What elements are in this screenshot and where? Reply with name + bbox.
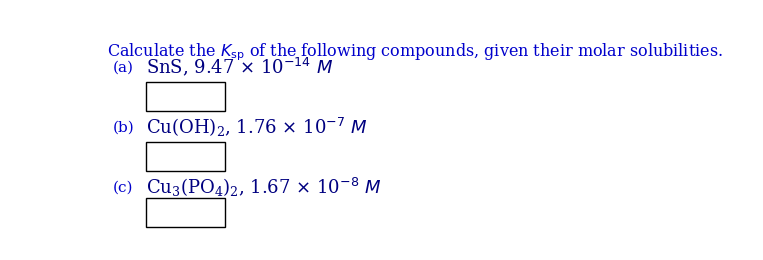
Text: (a): (a)	[113, 60, 134, 74]
FancyBboxPatch shape	[146, 142, 226, 171]
FancyBboxPatch shape	[146, 198, 226, 228]
Text: (b): (b)	[113, 120, 135, 134]
Text: Cu(OH)$_{\mathregular{2}}$, 1.76 $\times$ 10$^{-7}$ $\mathit{M}$: Cu(OH)$_{\mathregular{2}}$, 1.76 $\times…	[146, 116, 367, 139]
Text: Calculate the $\mathit{K}_{\mathrm{sp}}$ of the following compounds, given their: Calculate the $\mathit{K}_{\mathrm{sp}}$…	[107, 41, 723, 63]
Text: (c): (c)	[113, 180, 134, 194]
Text: Cu$_{\mathregular{3}}$(PO$_{\mathregular{4}}$)$_{\mathregular{2}}$, 1.67 $\times: Cu$_{\mathregular{3}}$(PO$_{\mathregular…	[146, 176, 381, 199]
Text: $\mathregular{SnS}$, 9.47 $\times$ 10$^{-14}$ $\mathit{M}$: $\mathregular{SnS}$, 9.47 $\times$ 10$^{…	[146, 56, 333, 79]
FancyBboxPatch shape	[146, 82, 226, 111]
